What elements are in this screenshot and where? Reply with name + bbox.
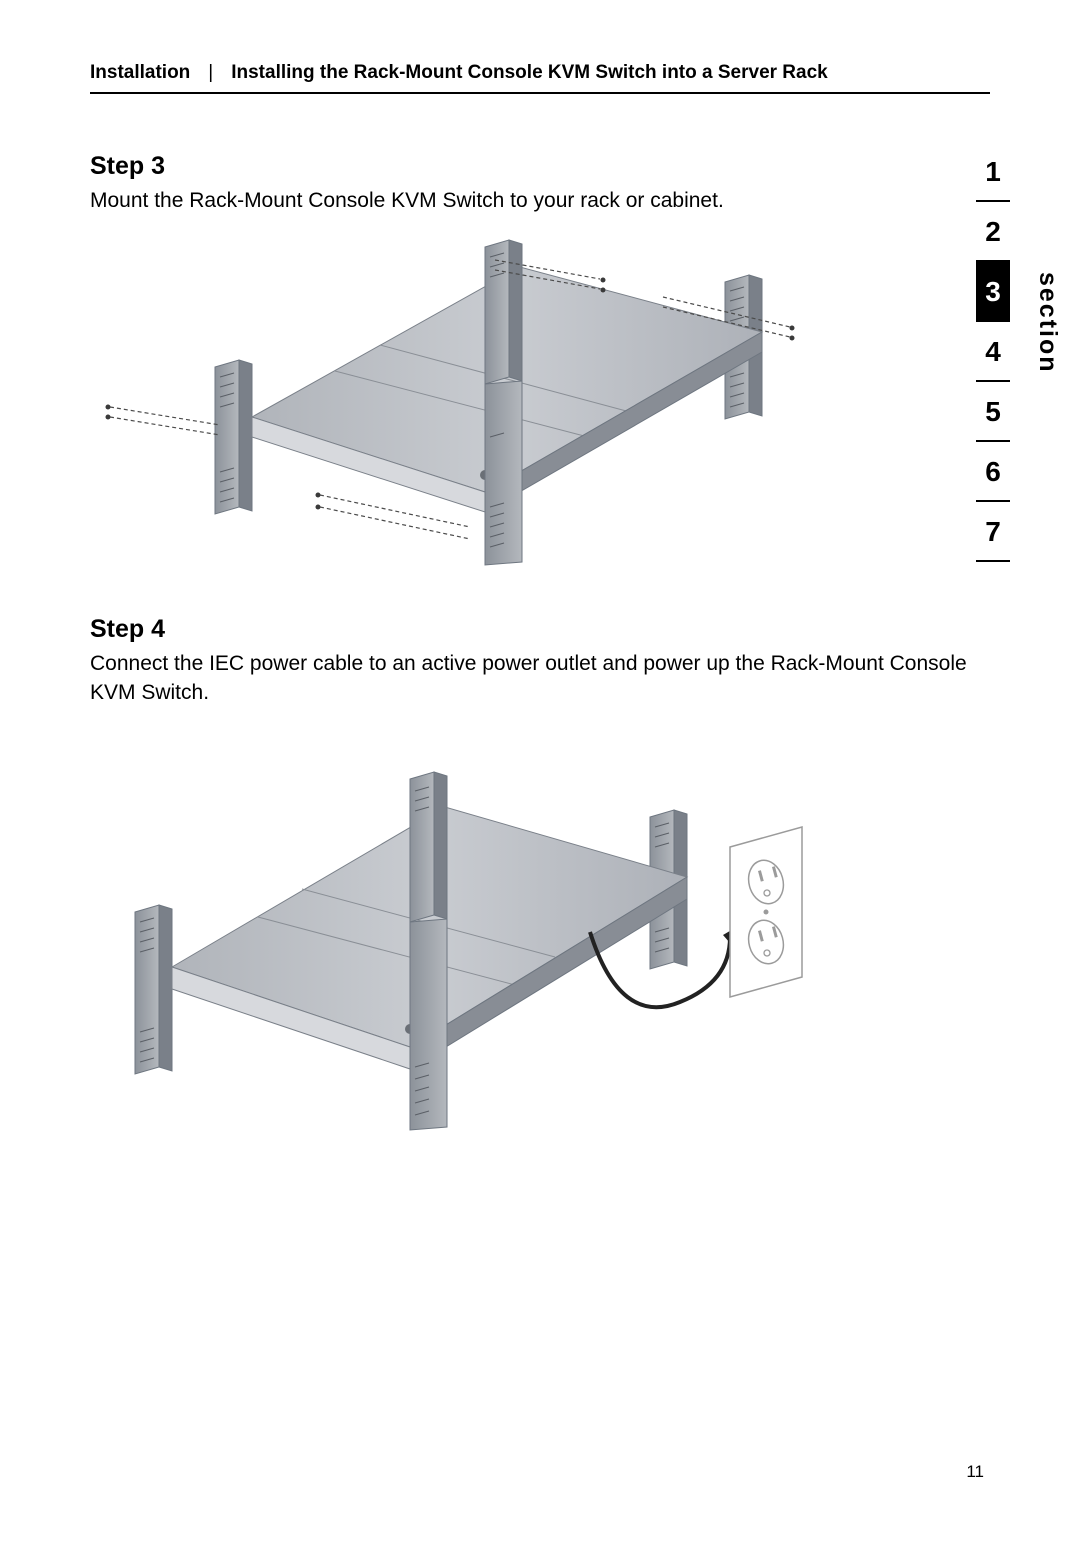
header-primary: Installation [90,62,190,84]
step-4-figure [90,767,800,1137]
header-secondary: Installing the Rack-Mount Console KVM Sw… [231,62,828,84]
section-nav-item-5[interactable]: 5 [976,382,1010,442]
header-divider: | [208,62,213,84]
section-nav-item-6[interactable]: 6 [976,442,1010,502]
step-4-text: Connect the IEC power cable to an active… [90,650,990,707]
step-4-block: Step 4 Connect the IEC power cable to an… [90,615,990,1137]
step-4-title: Step 4 [90,615,990,644]
step-3-text: Mount the Rack-Mount Console KVM Switch … [90,187,990,215]
page-header: Installation | Installing the Rack-Mount… [90,62,990,94]
section-nav-item-2[interactable]: 2 [976,202,1010,262]
section-nav-item-1[interactable]: 1 [976,142,1010,202]
step-3-figure [90,237,800,567]
section-nav-item-4[interactable]: 4 [976,322,1010,382]
section-nav-label: section [1033,272,1062,374]
section-nav-item-7[interactable]: 7 [976,502,1010,562]
section-nav: section 1 2 3 4 5 6 7 [958,142,1028,562]
step-3-block: Step 3 Mount the Rack-Mount Console KVM … [90,152,990,567]
step-3-title: Step 3 [90,152,990,181]
section-nav-item-3[interactable]: 3 [976,262,1010,322]
page-number: 11 [966,1462,984,1482]
